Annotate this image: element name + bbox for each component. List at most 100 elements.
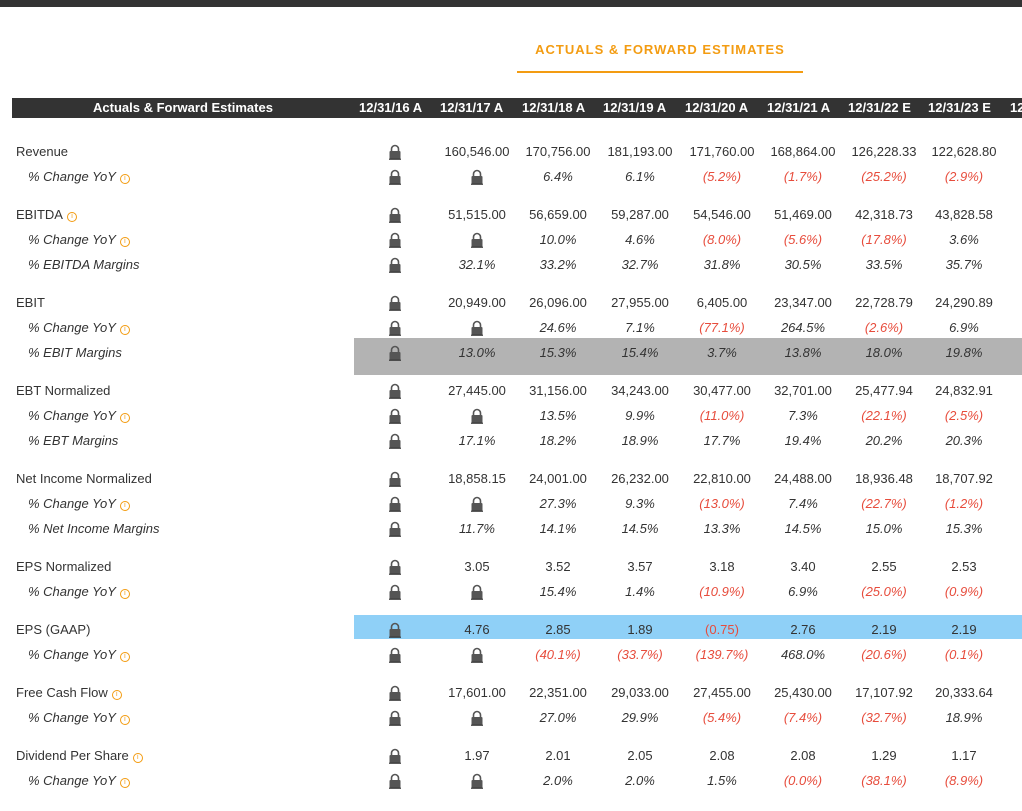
- info-icon[interactable]: i: [132, 753, 143, 763]
- lock-icon[interactable]: [388, 408, 402, 424]
- info-icon[interactable]: i: [119, 652, 130, 662]
- table-cell: 54,546.00: [693, 207, 751, 222]
- table-row[interactable]: % Change YoY i 10.0% 4.6% (8.0%) (5.6%) (17.8%…: [0, 228, 1022, 252]
- table-row[interactable]: % Change YoY i 6.4% 6.1% (5.2%) (1.7%) (25.2%)…: [0, 165, 1022, 189]
- lock-icon[interactable]: [470, 773, 484, 789]
- lock-icon[interactable]: [388, 207, 402, 223]
- lock-icon[interactable]: [388, 773, 402, 789]
- table-cell: 2.19: [871, 622, 897, 637]
- row-label: % Change YoY i: [28, 404, 130, 428]
- lock-icon[interactable]: [388, 710, 402, 726]
- table-cell: 6.1%: [625, 169, 655, 184]
- lock-icon[interactable]: [470, 584, 484, 600]
- lock-icon[interactable]: [388, 320, 402, 336]
- table-row[interactable]: Dividend Per Share i 1.97 2.01 2.05 2.08 2.08 1…: [0, 744, 1022, 768]
- info-icon[interactable]: i: [111, 690, 122, 700]
- table-cell: 25,477.94: [855, 383, 913, 398]
- table-row[interactable]: Net Income Normalized 18,858.15 24,001.00 2…: [0, 467, 1022, 491]
- table-cell: (10.9%): [699, 584, 745, 599]
- lock-icon[interactable]: [388, 144, 402, 160]
- info-icon[interactable]: i: [119, 501, 130, 511]
- table-row[interactable]: Free Cash Flow i 17,601.00 22,351.00 29,033.…: [0, 681, 1022, 705]
- row-label-text: % Change YoY: [28, 408, 116, 423]
- table-row[interactable]: EBT Normalized 27,445.00 31,156.00 34,243.0…: [0, 379, 1022, 403]
- table-row[interactable]: % Change YoY i 13.5% 9.9% (11.0%) 7.3% (22.1%)…: [0, 404, 1022, 428]
- row-label-text: % Net Income Margins: [28, 521, 160, 536]
- info-icon[interactable]: i: [119, 715, 130, 725]
- lock-icon[interactable]: [388, 559, 402, 575]
- info-icon[interactable]: i: [119, 174, 130, 184]
- table-cell: 3.05: [464, 559, 490, 574]
- lock-icon[interactable]: [470, 320, 484, 336]
- table-row[interactable]: % Change YoY i 15.4% 1.4% (10.9%) 6.9% (25.0%)…: [0, 580, 1022, 604]
- table-cell: 27.3%: [539, 496, 577, 511]
- table-cell: 22,810.00: [693, 471, 751, 486]
- table-row[interactable]: EPS (GAAP) 4.76 2.85 1.89 (0.75) 2.76 2.19 2.19: [0, 618, 1022, 642]
- info-icon[interactable]: i: [119, 589, 130, 599]
- table-cell: 1.5%: [707, 773, 737, 788]
- table-cell: 17,107.92: [855, 685, 913, 700]
- table-cell: 17,601.00: [448, 685, 506, 700]
- lock-icon[interactable]: [470, 232, 484, 248]
- table-cell: (139.7%): [695, 647, 749, 662]
- info-icon[interactable]: i: [119, 237, 130, 247]
- lock-icon[interactable]: [470, 647, 484, 663]
- table-cell: 20,333.64: [935, 685, 993, 700]
- lock-icon[interactable]: [388, 295, 402, 311]
- info-icon[interactable]: i: [66, 212, 77, 222]
- table-cell: (32.7%): [861, 710, 907, 725]
- table-row[interactable]: % EBIT Margins 13.0% 15.3% 15.4% 3.7% 13.8% 18…: [0, 341, 1022, 365]
- lock-icon[interactable]: [388, 685, 402, 701]
- table-cell: 26,096.00: [529, 295, 587, 310]
- info-icon[interactable]: i: [119, 778, 130, 788]
- table-row[interactable]: EBITDA i 51,515.00 56,659.00 59,287.00 54,546…: [0, 203, 1022, 227]
- table-cell: 2.55: [871, 559, 897, 574]
- table-cell: 31.8%: [703, 257, 741, 272]
- lock-icon[interactable]: [388, 647, 402, 663]
- table-row[interactable]: % Change YoY i 24.6% 7.1% (77.1%) 264.5% (2.6%…: [0, 316, 1022, 340]
- lock-icon[interactable]: [388, 232, 402, 248]
- tab-actuals-forward-estimates[interactable]: ACTUALS & FORWARD ESTIMATES: [535, 42, 785, 57]
- lock-icon[interactable]: [470, 169, 484, 185]
- lock-icon[interactable]: [388, 748, 402, 764]
- row-label: % Change YoY i: [28, 316, 130, 340]
- info-icon[interactable]: i: [119, 413, 130, 423]
- table-row[interactable]: % Net Income Margins 11.7% 14.1% 14.5% 13.3%…: [0, 517, 1022, 541]
- table-cell: 14.5%: [621, 521, 659, 536]
- lock-icon[interactable]: [470, 408, 484, 424]
- lock-icon[interactable]: [388, 584, 402, 600]
- row-highlight: [354, 615, 1022, 639]
- table-cell: (0.1%): [944, 647, 984, 662]
- info-icon[interactable]: i: [119, 325, 130, 335]
- lock-icon[interactable]: [388, 521, 402, 537]
- lock-icon[interactable]: [388, 257, 402, 273]
- lock-icon[interactable]: [388, 169, 402, 185]
- table-cell: 32.1%: [458, 257, 496, 272]
- column-header: 12/31/23 E: [928, 100, 991, 115]
- lock-icon[interactable]: [388, 345, 402, 361]
- table-row[interactable]: EBIT 20,949.00 26,096.00 27,955.00 6,405.00 2…: [0, 291, 1022, 315]
- table-cell: 126,228.33: [851, 144, 917, 159]
- table-row[interactable]: % Change YoY i 27.3% 9.3% (13.0%) 7.4% (22.7%)…: [0, 492, 1022, 516]
- row-label: EPS (GAAP): [16, 618, 90, 642]
- table-row[interactable]: % Change YoY i 2.0% 2.0% 1.5% (0.0%) (38.1%) (8…: [0, 769, 1022, 793]
- lock-icon[interactable]: [388, 496, 402, 512]
- table-cell: 18.0%: [865, 345, 903, 360]
- table-cell: 3.7%: [707, 345, 737, 360]
- lock-icon[interactable]: [388, 383, 402, 399]
- table-row[interactable]: EPS Normalized 3.05 3.52 3.57 3.18 3.40 2.55 2.…: [0, 555, 1022, 579]
- table-cell: (5.6%): [783, 232, 823, 247]
- row-label: % EBIT Margins: [28, 341, 122, 365]
- lock-icon[interactable]: [388, 471, 402, 487]
- table-row[interactable]: % Change YoY i 27.0% 29.9% (5.4%) (7.4%) (32.7…: [0, 706, 1022, 730]
- lock-icon[interactable]: [388, 622, 402, 638]
- table-row[interactable]: % EBITDA Margins 32.1% 33.2% 32.7% 31.8% 30.5…: [0, 253, 1022, 277]
- table-row[interactable]: Revenue 160,546.00 170,756.00 181,193.00 171…: [0, 140, 1022, 164]
- table-row[interactable]: % Change YoY i (40.1%) (33.7%) (139.7%) 468.0…: [0, 643, 1022, 667]
- table-row[interactable]: % EBT Margins 17.1% 18.2% 18.9% 17.7% 19.4% 20…: [0, 429, 1022, 453]
- lock-icon[interactable]: [470, 710, 484, 726]
- table-cell: 6.9%: [788, 584, 818, 599]
- table-cell: (8.9%): [944, 773, 984, 788]
- lock-icon[interactable]: [388, 433, 402, 449]
- lock-icon[interactable]: [470, 496, 484, 512]
